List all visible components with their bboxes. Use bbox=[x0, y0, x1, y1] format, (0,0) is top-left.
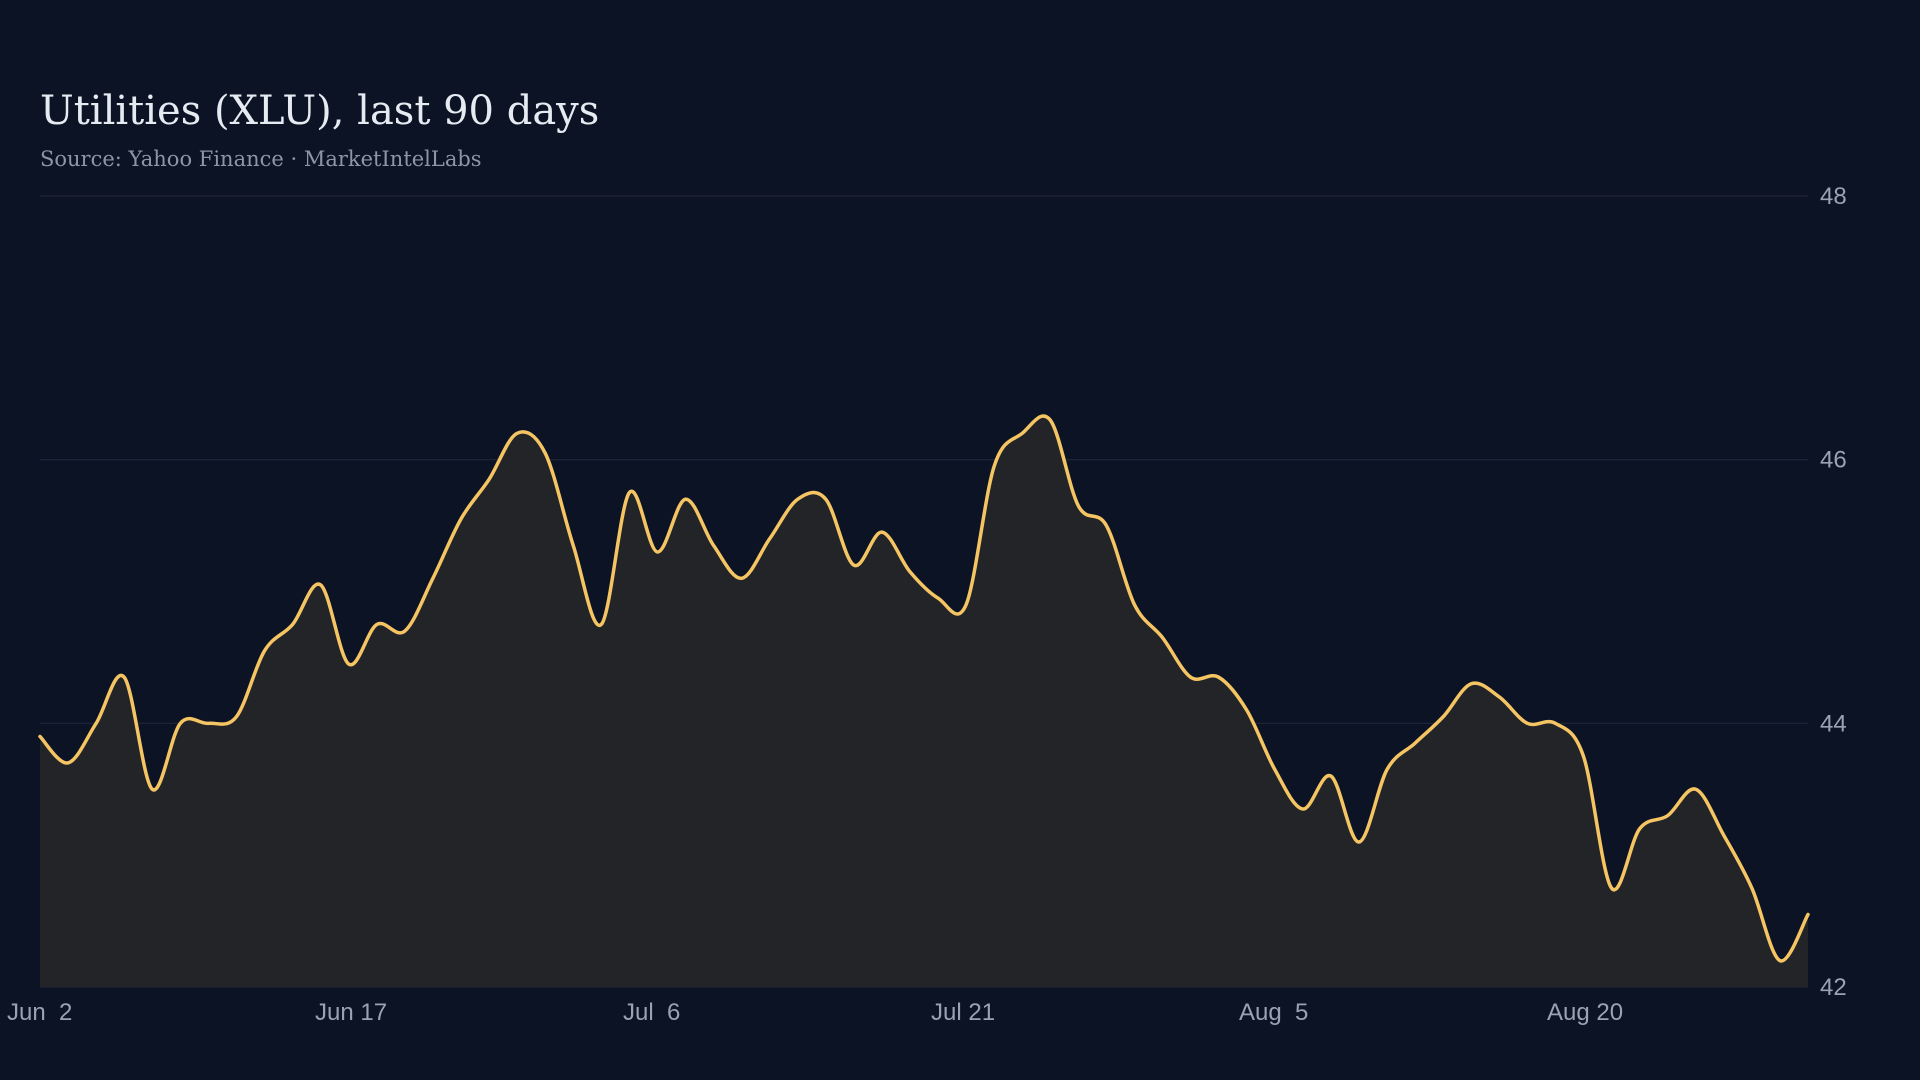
x-tick-label: Jul 6 bbox=[623, 999, 680, 1026]
y-axis-labels: 42 44 46 48 bbox=[1820, 183, 1847, 1001]
x-tick-label: Aug 20 bbox=[1547, 999, 1623, 1026]
x-tick-label: Aug 5 bbox=[1239, 999, 1308, 1026]
area-fill bbox=[40, 415, 1808, 987]
x-axis-labels: Jun 2 Jun 17 Jul 6 Jul 21 Aug 5 Aug 20 bbox=[7, 999, 1623, 1026]
y-tick-label: 44 bbox=[1820, 710, 1847, 737]
chart-title: Utilities (XLU), last 90 days bbox=[40, 88, 600, 134]
price-line bbox=[38, 414, 1810, 963]
x-tick-label: Jul 21 bbox=[931, 999, 995, 1026]
x-tick-label: Jun 17 bbox=[315, 999, 387, 1026]
x-tick-label: Jun 2 bbox=[7, 999, 72, 1026]
y-tick-label: 46 bbox=[1820, 447, 1847, 474]
chart-subtitle: Source: Yahoo Finance · MarketIntelLabs bbox=[40, 147, 482, 171]
y-tick-label: 42 bbox=[1820, 974, 1847, 1001]
y-tick-label: 48 bbox=[1820, 183, 1847, 210]
